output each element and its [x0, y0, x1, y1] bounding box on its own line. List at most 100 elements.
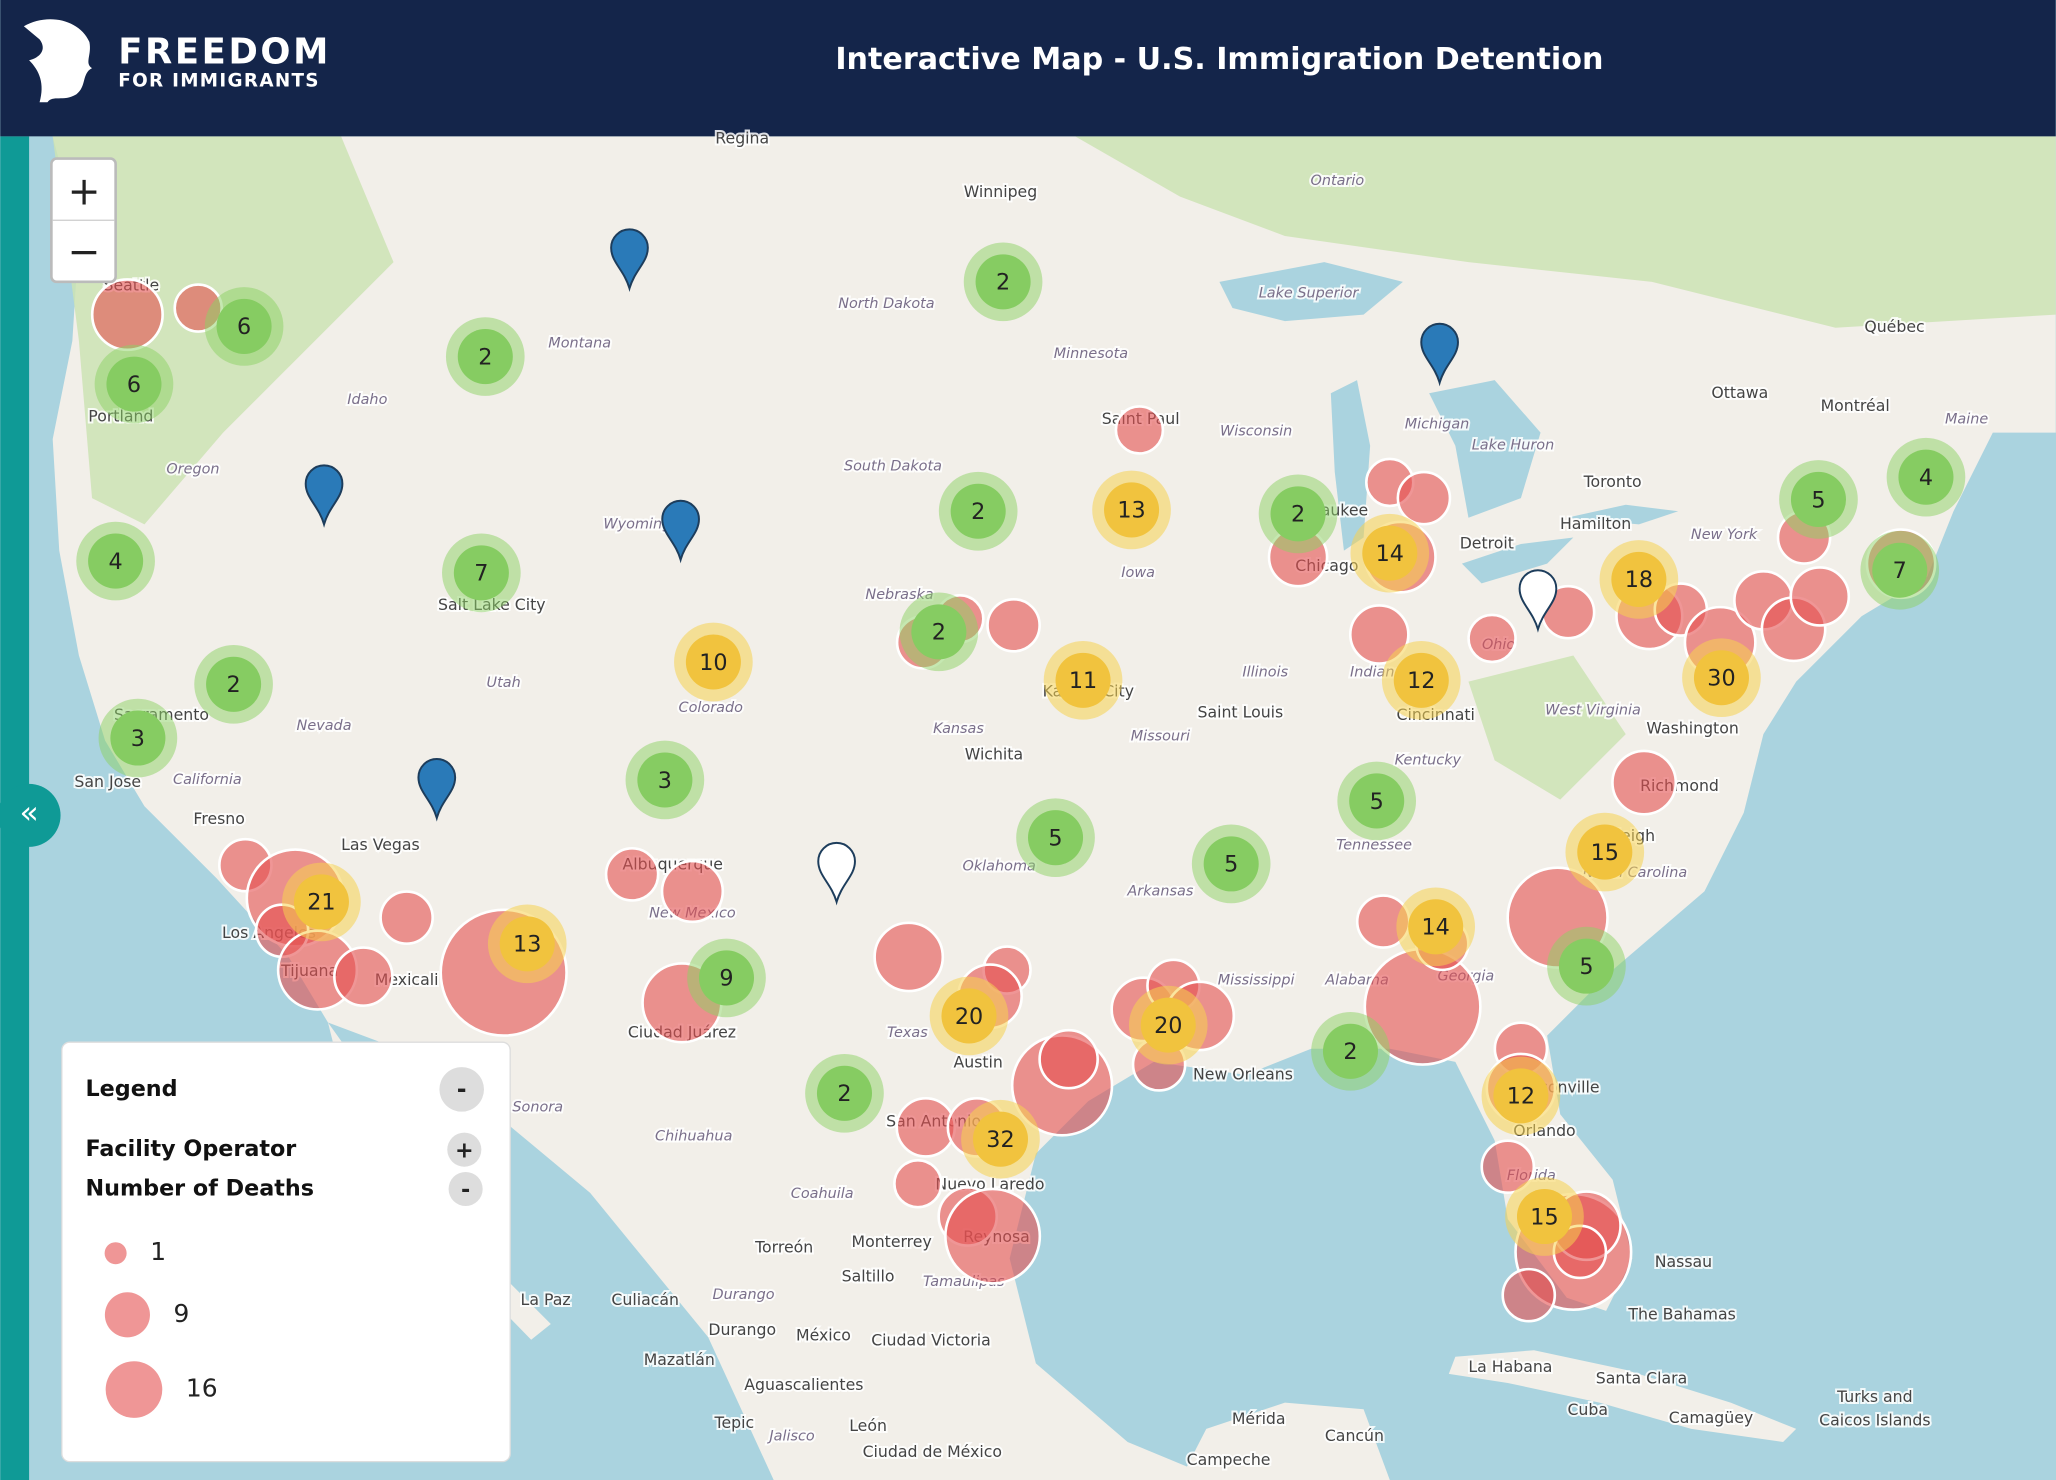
cluster[interactable]	[1790, 471, 1846, 527]
cluster-count[interactable]: 18	[1625, 567, 1653, 593]
cluster[interactable]	[698, 950, 755, 1006]
cluster-count[interactable]: 2	[996, 270, 1010, 296]
sidebar-toggle[interactable]: «	[19, 795, 38, 831]
death-marker[interactable]	[895, 1097, 957, 1158]
facility-pin[interactable]	[1518, 569, 1558, 633]
cluster-count[interactable]: 12	[1507, 1084, 1535, 1110]
cluster-count[interactable]: 10	[699, 650, 727, 676]
cluster[interactable]	[1028, 810, 1084, 866]
facility-pin[interactable]	[661, 499, 700, 564]
death-marker[interactable]	[604, 847, 660, 902]
cluster-count[interactable]: 2	[932, 620, 946, 646]
cluster[interactable]	[1349, 773, 1405, 829]
death-marker[interactable]	[1348, 604, 1410, 665]
cluster-count[interactable]: 30	[1707, 666, 1735, 692]
cluster[interactable]	[1362, 525, 1418, 581]
facility-pin[interactable]	[610, 228, 649, 292]
death-marker[interactable]	[986, 597, 1041, 653]
death-marker[interactable]	[1114, 405, 1165, 455]
cluster-count[interactable]: 4	[109, 549, 123, 575]
legend-collapse-button[interactable]	[439, 1067, 484, 1112]
facility-pin[interactable]	[417, 758, 457, 822]
cluster[interactable]	[216, 298, 272, 354]
cluster-count[interactable]: 4	[1919, 465, 1933, 491]
cluster-count[interactable]: 5	[1224, 852, 1238, 878]
cluster[interactable]	[1270, 486, 1326, 542]
cluster-count[interactable]: 13	[1117, 498, 1145, 524]
section-toggle[interactable]: -	[461, 1177, 470, 1203]
cluster-count[interactable]: 2	[1291, 502, 1305, 528]
cluster-count[interactable]: 9	[719, 966, 733, 992]
facility-pin[interactable]	[304, 464, 344, 528]
legend-collapse[interactable]: -	[457, 1075, 467, 1103]
zoom-in[interactable]: +	[68, 170, 101, 215]
cluster[interactable]	[1577, 824, 1633, 880]
death-marker[interactable]	[1789, 566, 1851, 627]
cluster[interactable]	[1693, 650, 1749, 706]
cluster[interactable]	[110, 710, 166, 766]
cluster[interactable]	[206, 656, 262, 712]
cluster[interactable]	[1393, 652, 1449, 708]
cluster-count[interactable]: 2	[837, 1081, 851, 1107]
cluster-count[interactable]: 7	[474, 561, 488, 587]
death-marker[interactable]	[1611, 749, 1678, 816]
death-marker[interactable]	[1467, 613, 1517, 664]
cluster-count[interactable]: 15	[1530, 1204, 1558, 1230]
cluster-count[interactable]: 2	[971, 499, 985, 525]
death-marker[interactable]	[944, 1187, 1042, 1285]
cluster[interactable]	[457, 329, 513, 385]
cluster-count[interactable]: 5	[1811, 487, 1825, 513]
cluster[interactable]	[453, 545, 509, 601]
cluster-count[interactable]: 7	[1893, 558, 1907, 584]
cluster[interactable]	[1558, 938, 1614, 994]
cluster[interactable]	[975, 254, 1031, 310]
sidebar-toggle-button[interactable]	[0, 783, 61, 847]
death-marker[interactable]	[1038, 1028, 1099, 1090]
zoom-out[interactable]: −	[68, 230, 101, 275]
cluster[interactable]	[1493, 1068, 1549, 1124]
death-marker[interactable]	[1501, 1267, 1557, 1323]
cluster-count[interactable]: 6	[127, 372, 141, 398]
death-marker[interactable]	[1480, 1139, 1536, 1195]
cluster-count[interactable]: 2	[1343, 1039, 1357, 1065]
cluster-count[interactable]: 14	[1422, 915, 1450, 941]
cluster-count[interactable]: 20	[1154, 1013, 1182, 1039]
cluster[interactable]	[972, 1111, 1028, 1167]
cluster-count[interactable]: 32	[986, 1127, 1014, 1153]
cluster[interactable]	[1322, 1023, 1379, 1079]
cluster-count[interactable]: 14	[1376, 541, 1404, 567]
cluster[interactable]	[1898, 449, 1954, 505]
cluster[interactable]	[1872, 542, 1928, 598]
cluster[interactable]	[499, 916, 555, 972]
cluster[interactable]	[106, 356, 162, 412]
cluster-count[interactable]: 6	[237, 314, 251, 340]
facility-pin[interactable]	[1420, 322, 1459, 387]
cluster[interactable]	[941, 988, 997, 1044]
section-toggle-button[interactable]	[448, 1171, 483, 1207]
cluster-count[interactable]: 2	[227, 672, 241, 698]
cluster-count[interactable]: 5	[1370, 789, 1384, 815]
section-toggle-button[interactable]	[447, 1132, 482, 1167]
cluster[interactable]	[685, 634, 741, 690]
cluster[interactable]	[637, 752, 693, 808]
cluster[interactable]	[1104, 482, 1160, 538]
cluster-count[interactable]: 15	[1591, 840, 1619, 866]
cluster[interactable]	[816, 1065, 873, 1121]
cluster-count[interactable]: 3	[131, 726, 145, 752]
cluster[interactable]	[1611, 551, 1667, 607]
cluster[interactable]	[88, 533, 144, 589]
death-marker[interactable]	[873, 921, 945, 993]
cluster[interactable]	[1516, 1188, 1573, 1245]
cluster-count[interactable]: 13	[513, 932, 541, 958]
cluster-count[interactable]: 20	[955, 1004, 983, 1030]
cluster[interactable]	[1408, 899, 1464, 955]
death-marker[interactable]	[893, 1158, 943, 1209]
cluster-count[interactable]: 12	[1407, 668, 1435, 694]
death-marker[interactable]	[660, 859, 725, 924]
section-toggle[interactable]: +	[455, 1137, 474, 1163]
facility-pin[interactable]	[817, 842, 856, 906]
cluster[interactable]	[1203, 836, 1259, 892]
cluster[interactable]	[1055, 652, 1111, 708]
death-marker[interactable]	[379, 890, 434, 945]
cluster[interactable]	[911, 604, 967, 660]
